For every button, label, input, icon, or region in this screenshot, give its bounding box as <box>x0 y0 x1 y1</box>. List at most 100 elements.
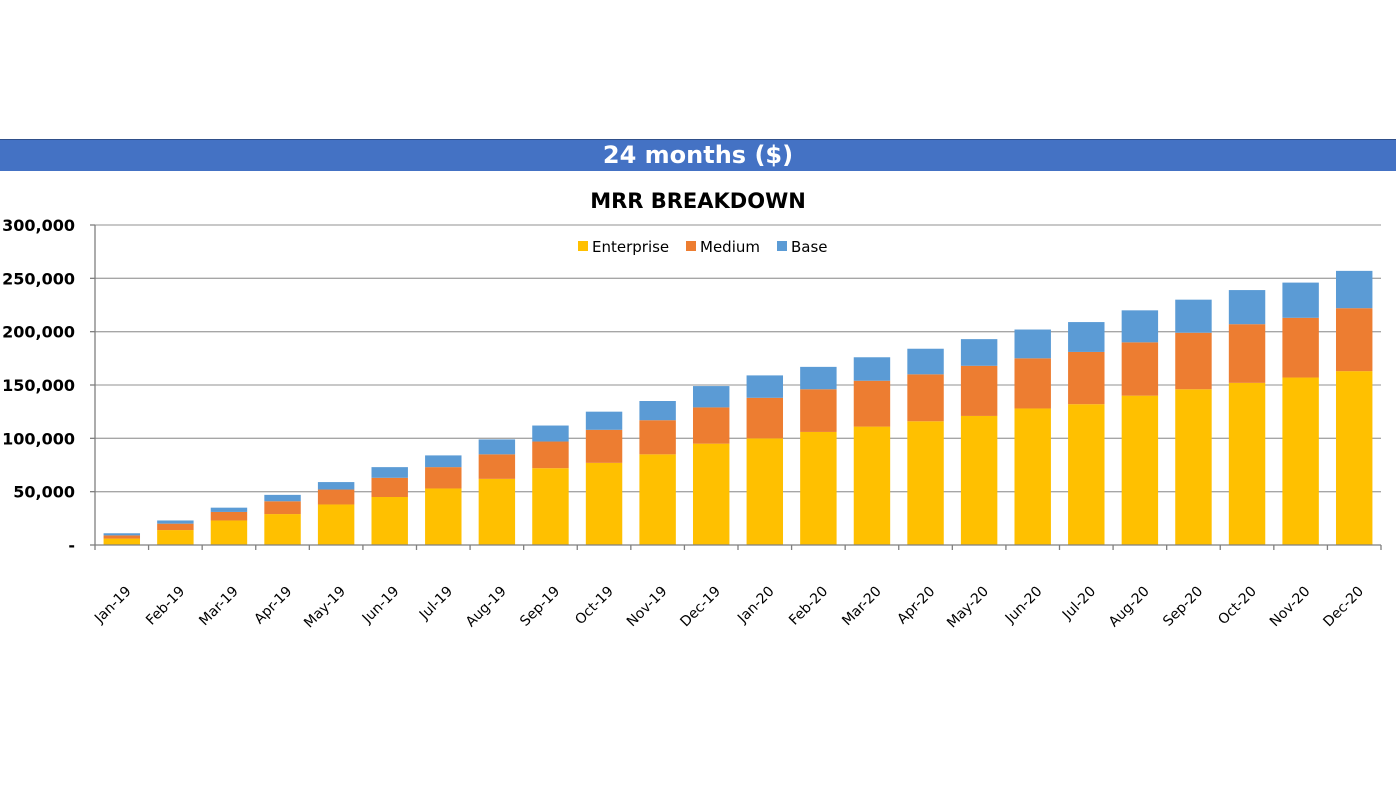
x-tick-label: Jan-19 <box>91 584 134 627</box>
x-tick-label: Sep-19 <box>517 584 563 630</box>
bar-medium-aug-20 <box>1121 342 1159 396</box>
bar-enterprise-nov-19 <box>639 454 676 545</box>
bar-base-jan-19 <box>103 533 141 536</box>
x-tick-label: Jul-19 <box>416 584 456 624</box>
legend-swatch-medium <box>686 241 696 251</box>
bar-medium-apr-19 <box>264 501 301 515</box>
bar-base-jun-20 <box>1014 329 1051 359</box>
bar-enterprise-feb-20 <box>800 431 837 545</box>
bar-medium-feb-19 <box>157 523 194 531</box>
bar-enterprise-feb-19 <box>157 530 194 545</box>
bar-base-feb-19 <box>157 520 194 524</box>
x-axis-ticks: Jan-19 Feb-19 Mar-19 Apr-19 May-19 Jun-19 Jul-… <box>91 545 1382 632</box>
bar-base-oct-19 <box>585 411 623 430</box>
bar-base-apr-20 <box>907 348 944 375</box>
x-tick-label: Nov-19 <box>624 584 671 631</box>
y-tick-label: 200,000 <box>2 323 75 342</box>
bar-enterprise-jun-20 <box>1014 408 1051 545</box>
bar-enterprise-sep-19 <box>532 468 569 545</box>
x-tick-label: Jun-20 <box>1002 584 1046 628</box>
bar-base-aug-20 <box>1121 310 1159 343</box>
x-tick-label: Oct-20 <box>1215 584 1260 629</box>
y-axis-ticks: - 50,000 100,000 150,000 200,000 250,000 300,0… <box>2 216 95 555</box>
y-tick-label: 300,000 <box>2 216 75 235</box>
bar-medium-jun-19 <box>371 477 408 497</box>
x-tick-label: Nov-20 <box>1267 584 1314 631</box>
bar-enterprise-sep-20 <box>1175 389 1212 545</box>
bar-medium-jul-20 <box>1068 351 1105 405</box>
bar-medium-mar-19 <box>210 511 248 521</box>
legend: Enterprise Medium Base <box>578 238 828 256</box>
bar-base-mar-19 <box>210 507 248 512</box>
x-tick-label: Aug-20 <box>1106 584 1153 631</box>
bar-enterprise-mar-20 <box>853 426 891 545</box>
y-tick-label: - <box>68 536 75 555</box>
bar-medium-feb-20 <box>800 389 837 432</box>
bar-enterprise-jun-19 <box>371 497 408 545</box>
y-tick-label: 100,000 <box>2 429 75 448</box>
bar-base-mar-20 <box>853 357 891 381</box>
bar-medium-sep-20 <box>1175 332 1212 390</box>
bar-base-oct-20 <box>1228 290 1266 325</box>
bar-enterprise-dec-19 <box>692 443 730 545</box>
bar-base-aug-19 <box>478 439 516 455</box>
x-tick-label: Jan-20 <box>734 584 777 627</box>
bar-base-sep-20 <box>1175 299 1212 333</box>
bar-medium-jan-19 <box>103 535 141 539</box>
x-tick-label: Aug-19 <box>463 584 510 631</box>
bar-medium-dec-20 <box>1335 308 1373 372</box>
x-tick-label: Apr-19 <box>251 584 295 628</box>
bar-medium-oct-20 <box>1228 324 1266 383</box>
bar-enterprise-apr-20 <box>907 421 944 545</box>
bar-enterprise-oct-20 <box>1228 382 1266 545</box>
x-tick-label: May-20 <box>944 584 992 632</box>
bar-medium-jul-19 <box>425 467 462 489</box>
x-tick-label: Jul-20 <box>1059 584 1099 624</box>
x-tick-label: Mar-19 <box>196 584 242 630</box>
y-tick-label: 150,000 <box>2 376 75 395</box>
bar-base-may-19 <box>317 482 355 490</box>
bar-base-may-20 <box>960 339 998 366</box>
bar-base-apr-19 <box>264 494 301 502</box>
gridlines <box>95 224 1381 493</box>
x-tick-label: Mar-20 <box>839 584 885 630</box>
bar-enterprise-mar-19 <box>210 520 248 545</box>
bar-base-feb-20 <box>800 366 837 390</box>
bar-base-nov-19 <box>639 401 676 421</box>
bar-enterprise-jul-20 <box>1068 404 1105 545</box>
bar-medium-nov-19 <box>639 420 676 455</box>
x-tick-label: Feb-19 <box>143 584 188 629</box>
bar-enterprise-aug-20 <box>1121 395 1159 545</box>
bar-medium-nov-20 <box>1282 317 1319 378</box>
bar-base-jan-20 <box>746 375 784 398</box>
x-tick-label: Oct-19 <box>572 584 617 629</box>
bar-medium-mar-20 <box>853 380 891 427</box>
bar-medium-may-20 <box>960 365 998 416</box>
bar-base-dec-19 <box>692 386 730 408</box>
bar-base-sep-19 <box>532 425 569 442</box>
bar-enterprise-apr-19 <box>264 514 301 545</box>
bar-medium-jun-20 <box>1014 358 1051 409</box>
bar-base-jul-20 <box>1068 322 1105 352</box>
x-tick-label: Dec-20 <box>1320 584 1367 631</box>
legend-label-base: Base <box>791 238 828 256</box>
bar-medium-oct-19 <box>585 429 623 463</box>
bar-enterprise-nov-20 <box>1282 377 1319 545</box>
bar-enterprise-dec-20 <box>1335 371 1373 545</box>
bar-enterprise-may-20 <box>960 415 998 545</box>
bar-base-jul-19 <box>425 455 462 468</box>
bar-enterprise-may-19 <box>317 504 355 545</box>
bar-base-nov-20 <box>1282 282 1319 318</box>
x-tick-label: Apr-20 <box>894 584 938 628</box>
bar-medium-jan-20 <box>746 397 784 439</box>
bar-medium-sep-19 <box>532 441 569 469</box>
bar-medium-apr-20 <box>907 374 944 422</box>
bar-enterprise-jan-19 <box>103 538 141 545</box>
bar-medium-may-19 <box>317 489 355 505</box>
bar-enterprise-oct-19 <box>585 462 623 545</box>
legend-label-medium: Medium <box>700 238 760 256</box>
legend-swatch-enterprise <box>578 241 588 251</box>
chart-title: MRR BREAKDOWN <box>590 189 806 213</box>
x-tick-label: May-19 <box>301 584 349 632</box>
